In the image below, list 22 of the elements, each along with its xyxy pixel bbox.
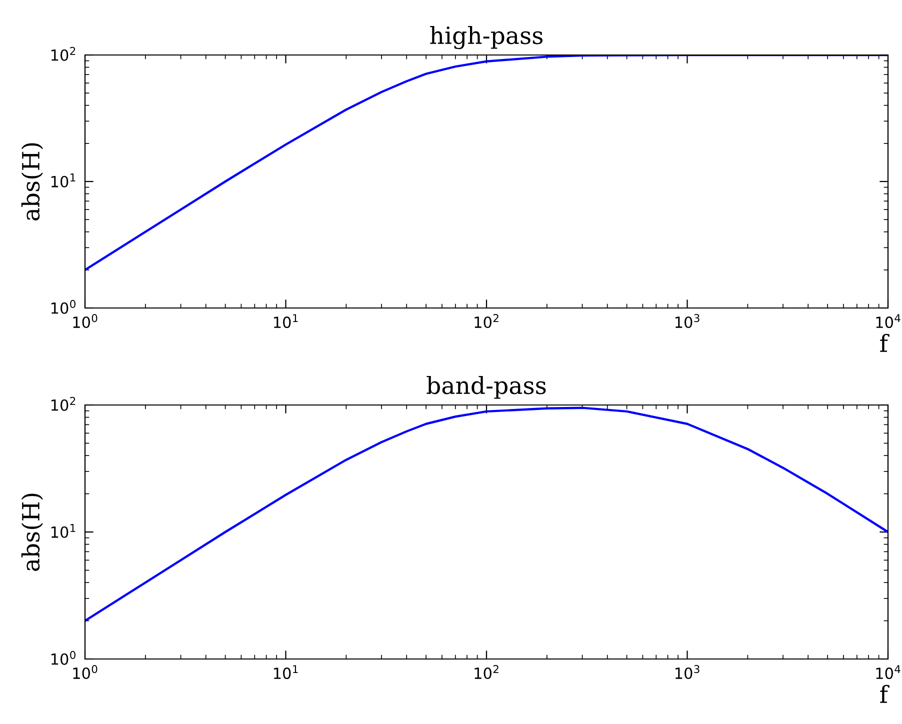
x-axis-title: f: [880, 334, 890, 352]
x-tick-label: 10$^{1}$: [274, 314, 298, 328]
x-tick-label: 10$^{4}$: [876, 314, 900, 328]
y-tick-label: 10$^{1}$: [51, 174, 76, 188]
y-tick-label: 10$^{1}$: [51, 524, 76, 538]
y-tick-label: 10$^{2}$: [51, 396, 76, 411]
y-tick-label: 10$^{0}$: [51, 300, 76, 314]
x-tick-label: 10$^{4}$: [876, 665, 900, 680]
x-tick-label: 10$^{1}$: [274, 665, 298, 680]
x-axis-title: f: [880, 684, 890, 703]
x-tick-label: 10$^{0}$: [73, 314, 98, 328]
x-tick-label: 10$^{2}$: [474, 665, 498, 680]
chart-title: band-pass: [426, 376, 546, 399]
x-tick-label: 10$^{3}$: [675, 314, 700, 328]
chart-title: high-pass: [430, 26, 543, 50]
y-tick-label: 10$^{2}$: [51, 46, 76, 61]
x-tick-label: 10$^{0}$: [73, 665, 98, 680]
y-axis-title: abs(H): [21, 494, 43, 571]
x-tick-label: 10$^{2}$: [474, 314, 498, 328]
y-axis-title: abs(H): [21, 143, 43, 220]
x-tick-label: 10$^{3}$: [675, 665, 700, 680]
y-tick-label: 10$^{0}$: [51, 650, 76, 665]
